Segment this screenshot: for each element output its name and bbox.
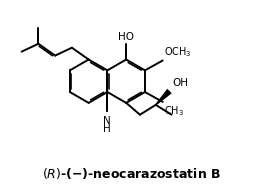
- Text: $\mathit{(R)}$-(−)-neocarazostatin B: $\mathit{(R)}$-(−)-neocarazostatin B: [41, 166, 221, 181]
- Text: HO: HO: [118, 32, 134, 42]
- Text: OCH$_3$: OCH$_3$: [164, 45, 191, 59]
- Text: CH$_3$: CH$_3$: [164, 104, 184, 118]
- Text: OH: OH: [172, 78, 188, 88]
- Polygon shape: [155, 89, 172, 105]
- Text: N: N: [102, 116, 110, 126]
- Text: H: H: [102, 124, 110, 134]
